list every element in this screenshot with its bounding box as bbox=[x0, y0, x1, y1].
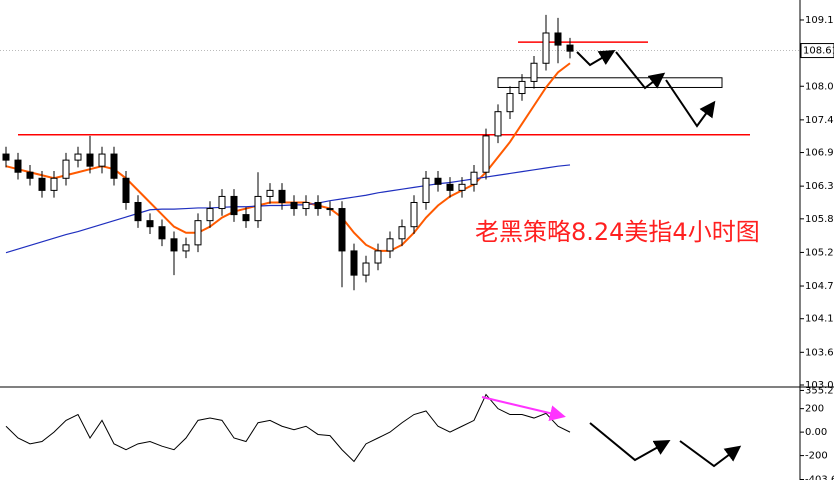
annotation: 老黑策略8.24美指4小时图 bbox=[475, 218, 760, 246]
indicator-pane: 355.2906 200 0.00 -200 -403.65 bbox=[5, 385, 834, 484]
y-tick-label: 104.720 bbox=[805, 281, 834, 292]
arrow bbox=[679, 440, 742, 468]
candle-body bbox=[38, 177, 46, 191]
arrow bbox=[615, 51, 666, 90]
candle-body bbox=[422, 177, 430, 203]
candle-body bbox=[194, 220, 202, 246]
candle-body bbox=[362, 262, 370, 276]
candle-body bbox=[350, 250, 358, 276]
candle-body bbox=[206, 208, 214, 222]
candle-body bbox=[482, 135, 490, 173]
zone-box bbox=[497, 77, 723, 88]
candle-body bbox=[86, 153, 94, 167]
divergence-arrow bbox=[481, 396, 566, 422]
candle-body bbox=[122, 177, 130, 203]
candle-body bbox=[26, 171, 34, 179]
indicator-line bbox=[5, 393, 571, 463]
y-tick-label: 106.925 bbox=[805, 148, 834, 159]
candle-body bbox=[230, 195, 238, 216]
candle-body bbox=[74, 153, 82, 161]
candle-body bbox=[2, 153, 10, 161]
candle-body bbox=[518, 80, 526, 95]
y-tick-label: -403.65 bbox=[805, 474, 834, 480]
candle-body bbox=[530, 62, 538, 82]
candle-body bbox=[446, 183, 454, 191]
y-tick-label: 106.370 bbox=[805, 181, 834, 192]
y-tick-label: 104.180 bbox=[805, 314, 834, 325]
y-tick-label: 200 bbox=[805, 404, 824, 415]
candle-body bbox=[566, 44, 574, 52]
candle-body bbox=[542, 32, 550, 64]
candle-body bbox=[134, 201, 142, 222]
y-tick-label: 108.020 bbox=[805, 81, 834, 92]
arrow bbox=[589, 422, 671, 462]
last-price-box bbox=[800, 43, 834, 59]
candle-body bbox=[338, 208, 346, 252]
candle-body bbox=[470, 171, 478, 185]
arrow bbox=[576, 49, 616, 67]
candle-body bbox=[386, 238, 394, 252]
y-tick-label: 109.115 bbox=[805, 15, 834, 26]
candle-body bbox=[242, 214, 250, 222]
candle-body bbox=[278, 189, 286, 203]
candle-body bbox=[146, 220, 154, 228]
y-tick-label: 105.830 bbox=[805, 214, 834, 225]
arrow bbox=[665, 79, 716, 128]
candle-body bbox=[14, 159, 22, 173]
y-tick-label: 103.085 bbox=[805, 380, 834, 391]
candle-body bbox=[110, 153, 118, 179]
candle-body bbox=[398, 226, 406, 240]
y-tick-label: 0.00 bbox=[805, 427, 827, 438]
candle-body bbox=[218, 195, 226, 210]
last-price-label: 108.610 bbox=[803, 46, 834, 57]
candle-body bbox=[62, 159, 70, 179]
candle-body bbox=[50, 177, 58, 191]
y-tick-label: 107.465 bbox=[805, 115, 834, 126]
candle-body bbox=[494, 111, 502, 137]
candle-body bbox=[158, 226, 166, 240]
candle-body bbox=[302, 201, 310, 210]
candle-body bbox=[266, 189, 274, 197]
candle-body bbox=[254, 195, 262, 222]
candle-body bbox=[458, 183, 466, 191]
y-tick-label: 105.275 bbox=[805, 247, 834, 258]
y-tick-label: 355.2906 bbox=[805, 385, 834, 396]
candle-body bbox=[98, 153, 106, 167]
candle-body bbox=[314, 201, 322, 210]
candle-body bbox=[554, 32, 562, 46]
forecast-arrows bbox=[481, 49, 742, 468]
candle-body bbox=[326, 208, 334, 211]
candle-body bbox=[506, 93, 514, 113]
y-tick-label: 103.625 bbox=[805, 347, 834, 358]
candle-body bbox=[374, 250, 382, 264]
candle-body bbox=[170, 238, 178, 252]
candle-body bbox=[434, 177, 442, 185]
candle-body bbox=[410, 201, 418, 228]
main-pane: 109.115 108.020 107.465 106.925 106.370 105.8… bbox=[0, 14, 834, 391]
y-tick-label: -200 bbox=[805, 451, 828, 462]
candle-body bbox=[182, 244, 190, 252]
candle-body bbox=[290, 201, 298, 210]
